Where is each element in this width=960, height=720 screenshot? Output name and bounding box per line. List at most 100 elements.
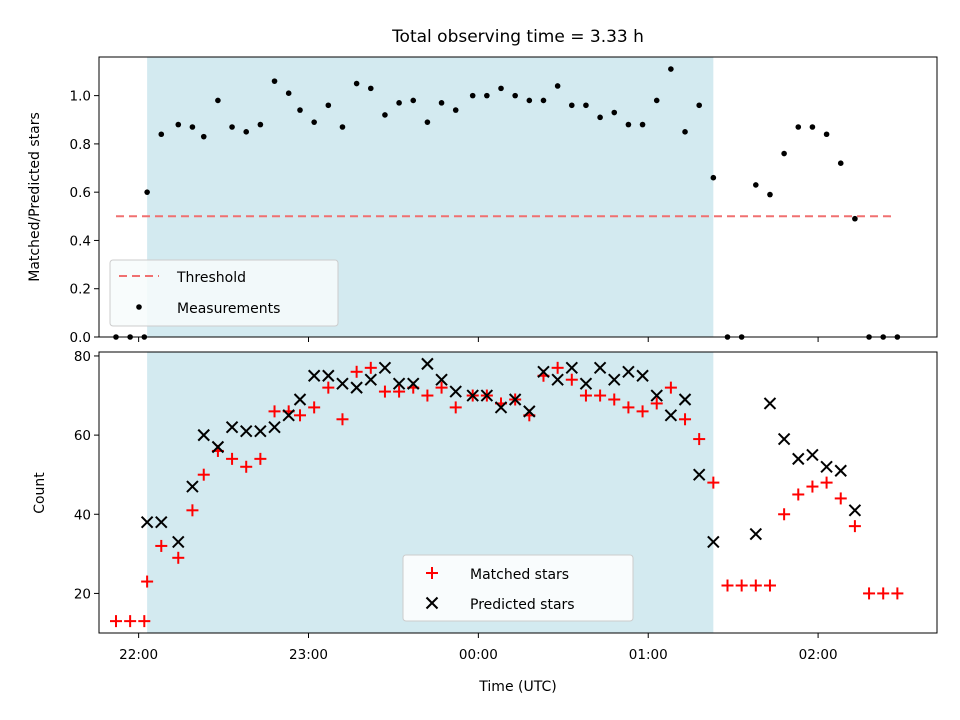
predicted-star-point — [650, 389, 663, 402]
predicted-star-point — [364, 373, 377, 386]
predicted-star-point — [636, 369, 649, 382]
matched-star-point — [820, 476, 833, 489]
measurement-point — [809, 124, 816, 130]
measurement-point — [353, 80, 360, 87]
predicted-star-point — [140, 515, 154, 529]
matched-star-point — [226, 452, 239, 465]
matched-star-point — [679, 413, 692, 426]
predicted-star-point — [293, 393, 307, 406]
matched-star-point — [197, 468, 210, 481]
matched-star-point — [664, 381, 677, 394]
measurement-point — [189, 124, 196, 130]
matched-star-point — [421, 389, 434, 402]
count-y-ticks: 20 40 60 80 — [74, 349, 99, 602]
predicted-star-point — [777, 432, 791, 446]
predicted-star-point — [848, 504, 862, 517]
predicted-star-point — [211, 440, 225, 454]
predicted-star-point — [254, 424, 267, 438]
matched-star-point — [778, 508, 791, 521]
count-y-tick-label: 20 — [74, 586, 91, 602]
ratio-y-tick-label: 1.0 — [70, 89, 91, 105]
matched-star-point — [155, 539, 168, 552]
ratio-legend: Threshold Measurements — [109, 259, 339, 327]
measurement-point — [568, 102, 575, 109]
measurement-point — [710, 174, 717, 181]
predicted-star-point — [678, 393, 692, 406]
predicted-star-point — [307, 369, 321, 382]
ratio-y-tick-label: 0.2 — [70, 282, 91, 298]
measurement-point — [653, 97, 660, 104]
matched-star-point — [449, 401, 462, 414]
ratio-panel-frame — [98, 56, 938, 338]
ratio-y-ticks: 0.0 0.2 0.4 0.6 0.8 1.0 — [70, 89, 99, 346]
measurement-point — [367, 85, 374, 92]
matched-star-point — [608, 393, 621, 406]
predicted-star-point — [322, 369, 335, 382]
matched-star-point — [364, 361, 377, 374]
predicted-star-point — [336, 377, 349, 390]
matched-star-point — [294, 409, 307, 422]
predicted-star-point — [834, 464, 847, 477]
matched-star-point — [579, 389, 592, 402]
predicted-star-point — [268, 420, 281, 434]
predicted-star-point — [172, 535, 185, 549]
predicted-star-point — [421, 357, 434, 371]
measurement-point — [484, 92, 490, 99]
matched-star-point — [848, 520, 861, 533]
matched-star-point — [594, 389, 607, 402]
measurement-point — [311, 119, 317, 125]
ratio-y-tick-label: 0.6 — [70, 185, 91, 201]
predicted-star-point — [707, 535, 720, 549]
measurement-point — [526, 97, 533, 104]
measurement-point — [410, 97, 417, 104]
matched-star-point — [565, 373, 578, 386]
measurement-point — [554, 83, 561, 89]
count-y-tick-label: 80 — [74, 349, 91, 365]
legend-predicted-label: Predicted stars — [470, 597, 575, 613]
matched-star-point — [636, 405, 649, 418]
predicted-star-point — [225, 420, 239, 434]
count-legend-box — [402, 554, 634, 622]
matched-star-point — [138, 615, 151, 628]
measurement-point — [583, 102, 589, 109]
predicted-star-point — [240, 424, 253, 438]
matched-star-point — [693, 433, 706, 446]
predicted-star-point — [608, 373, 621, 386]
count-y-axis-label: Count — [32, 472, 48, 514]
predicted-star-point — [664, 409, 678, 422]
measurement-point — [325, 102, 332, 109]
matched-star-point — [109, 615, 122, 628]
matched-star-point — [749, 579, 762, 592]
measurement-point — [229, 124, 235, 130]
matched-star-point — [763, 579, 776, 592]
measurement-point — [144, 189, 150, 195]
matched-star-point — [650, 397, 663, 410]
predicted-star-point — [692, 468, 706, 481]
measurement-point — [795, 124, 802, 130]
measurement-point — [438, 100, 445, 106]
measurement-point — [696, 102, 702, 109]
measurement-point — [297, 107, 303, 113]
matched-star-point — [735, 579, 748, 592]
x-tick-label: 22:00 — [119, 647, 158, 663]
measurement-point — [668, 66, 674, 72]
predicted-star-point — [806, 448, 819, 462]
ratio-y-tick-label: 0.4 — [70, 233, 91, 249]
legend-matched-label: Matched stars — [470, 567, 569, 583]
count-y-tick-label: 60 — [74, 428, 91, 444]
matched-star-point — [877, 587, 890, 600]
measurement-point — [243, 129, 250, 135]
measurement-point — [215, 97, 221, 104]
matched-star-point — [435, 381, 448, 394]
measurement-point — [540, 97, 547, 104]
matched-star-point — [834, 492, 847, 505]
count-y-tick-label: 40 — [74, 507, 91, 523]
predicted-star-point — [565, 361, 578, 375]
legend-predicted-marker — [425, 596, 439, 610]
matched-star-point — [172, 551, 185, 564]
matched-star-point — [393, 385, 406, 398]
legend-measurements-swatch — [136, 304, 142, 310]
measurement-points — [113, 66, 901, 340]
x-tick-label: 01:00 — [629, 647, 668, 663]
